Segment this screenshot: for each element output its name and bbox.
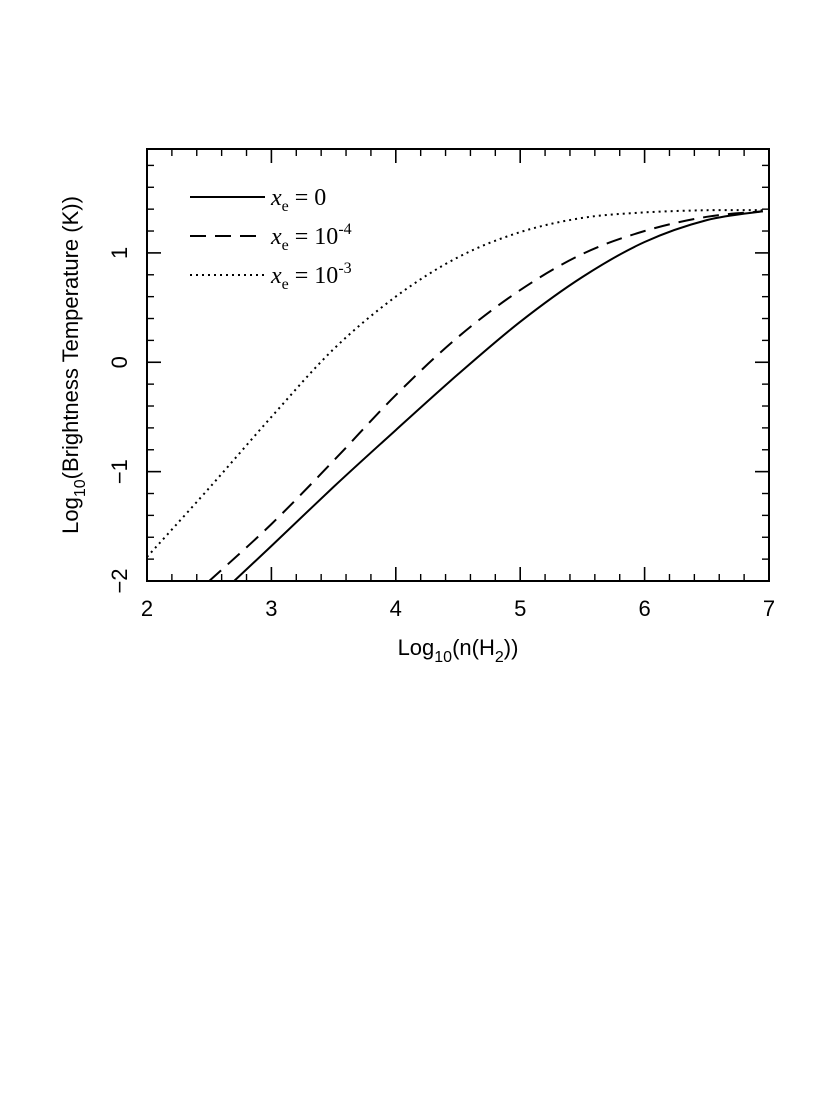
axis-ticks (146, 149, 770, 582)
x-tick-label: 7 (763, 596, 775, 621)
plot-frame (146, 148, 770, 582)
legend-label: xe = 10-4 (270, 221, 352, 254)
series-line-solid (233, 210, 763, 582)
y-tick-label: −1 (107, 459, 132, 484)
series-lines (146, 209, 763, 582)
series-line-dashed (208, 210, 763, 582)
y-tick-label: −2 (107, 568, 132, 593)
x-tick-label: 2 (141, 596, 153, 621)
x-tick-label: 4 (390, 596, 402, 621)
legend-label: xe = 0 (270, 185, 326, 215)
y-axis-label: Log10(Brightness Temperature (K)) (58, 196, 89, 534)
series-line-dotted (146, 209, 763, 558)
y-tick-label: 0 (107, 356, 132, 368)
tick-labels: 2 3 4 5 6 7 −2 −1 0 1 (107, 247, 775, 621)
y-tick-label: 1 (107, 247, 132, 259)
x-tick-label: 5 (514, 596, 526, 621)
x-tick-label: 3 (265, 596, 277, 621)
legend-label: xe = 10-3 (270, 260, 352, 293)
x-tick-label: 6 (638, 596, 650, 621)
x-axis-label: Log10(n(H2)) (398, 635, 519, 666)
legend: xe = 0 xe = 10-4 xe = 10-3 (190, 185, 352, 293)
